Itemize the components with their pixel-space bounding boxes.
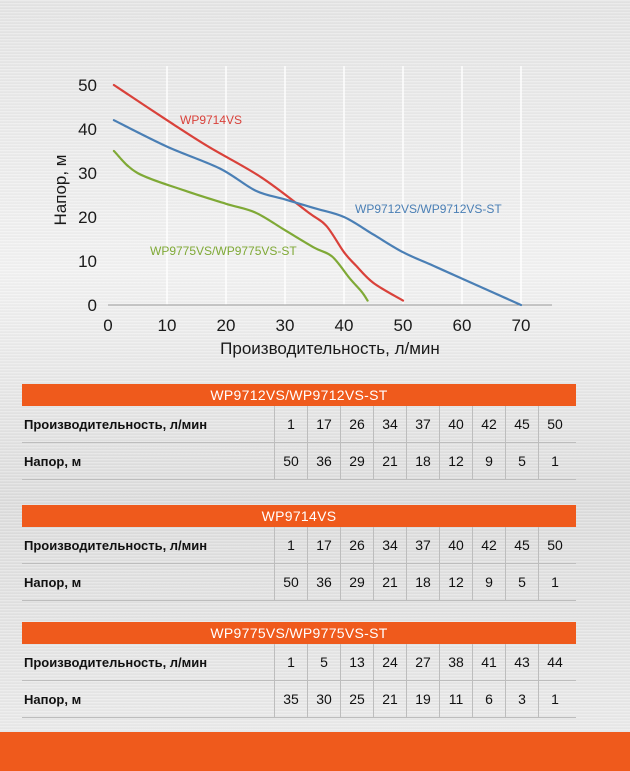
- head-label: Напор, м: [24, 453, 82, 469]
- head-cell: 9: [472, 564, 505, 600]
- head-cell: 29: [340, 564, 373, 600]
- table-wp9775vs: WP9775VS/WP9775VS-ST Производительность,…: [22, 622, 576, 718]
- head-cell: 18: [406, 443, 439, 479]
- head-cell: 36: [307, 564, 340, 600]
- head-label: Напор, м: [24, 691, 82, 707]
- flow-row: Производительность, л/мин 1 17 26 34 37 …: [22, 527, 576, 564]
- x-tick-label: 0: [103, 316, 112, 335]
- series-line-wp9712vs: [112, 119, 523, 307]
- flow-label: Производительность, л/мин: [24, 416, 208, 432]
- head-cell: 5: [505, 564, 538, 600]
- flow-cell: 45: [505, 527, 538, 563]
- table-title: WP9775VS/WP9775VS-ST: [22, 622, 576, 644]
- head-cell: 6: [472, 681, 505, 717]
- flow-row: Производительность, л/мин 1 5 13 24 27 3…: [22, 644, 576, 681]
- flow-label: Производительность, л/мин: [24, 537, 208, 553]
- head-cell: 1: [538, 443, 571, 479]
- flow-cell: 37: [406, 406, 439, 442]
- head-cell: 50: [274, 443, 307, 479]
- table-wp9712vs: WP9712VS/WP9712VS-ST Производительность,…: [22, 384, 576, 480]
- head-cell: 3: [505, 681, 538, 717]
- flow-cell: 40: [439, 527, 472, 563]
- head-row: Напор, м 50 36 29 21 18 12 9 5 1: [22, 564, 576, 601]
- y-tick-label: 30: [78, 164, 97, 183]
- series-label-wp9775vs: WP9775VS/WP9775VS-ST: [150, 244, 297, 258]
- flow-row: Производительность, л/мин 1 17 26 34 37 …: [22, 406, 576, 443]
- y-tick-label: 40: [78, 120, 97, 139]
- flow-cell: 42: [472, 527, 505, 563]
- x-tick-label: 10: [158, 316, 177, 335]
- x-tick-label: 40: [335, 316, 354, 335]
- flow-cell: 26: [340, 406, 373, 442]
- head-cell: 1: [538, 681, 571, 717]
- flow-cell: 50: [538, 406, 571, 442]
- flow-cell: 1: [274, 644, 307, 680]
- flow-cell: 26: [340, 527, 373, 563]
- flow-cell: 17: [307, 406, 340, 442]
- flow-cell: 42: [472, 406, 505, 442]
- head-cell: 30: [307, 681, 340, 717]
- head-row: Напор, м 50 36 29 21 18 12 9 5 1: [22, 443, 576, 480]
- flow-cell: 17: [307, 527, 340, 563]
- table-title: WP9714VS: [22, 505, 576, 527]
- head-cell: 12: [439, 564, 472, 600]
- x-axis-label: Производительность, л/мин: [220, 339, 440, 358]
- head-cell: 19: [406, 681, 439, 717]
- flow-cell: 13: [340, 644, 373, 680]
- flow-cell: 34: [373, 406, 406, 442]
- y-tick-label: 10: [78, 252, 97, 271]
- flow-cell: 1: [274, 406, 307, 442]
- table-title: WP9712VS/WP9712VS-ST: [22, 384, 576, 406]
- flow-cell: 24: [373, 644, 406, 680]
- flow-label: Производительность, л/мин: [24, 654, 208, 670]
- x-tick-label: 20: [217, 316, 236, 335]
- y-axis-label: Напор, м: [51, 155, 70, 226]
- y-tick-label: 50: [78, 76, 97, 95]
- flow-cell: 1: [274, 527, 307, 563]
- head-cell: 12: [439, 443, 472, 479]
- flow-cell: 38: [439, 644, 472, 680]
- flow-cell: 34: [373, 527, 406, 563]
- flow-cell: 41: [472, 644, 505, 680]
- series-line-wp9775vs: [112, 149, 369, 302]
- head-cell: 25: [340, 681, 373, 717]
- head-cell: 11: [439, 681, 472, 717]
- head-cell: 21: [373, 681, 406, 717]
- head-cell: 50: [274, 564, 307, 600]
- flow-cell: 44: [538, 644, 571, 680]
- series-label-wp9712vs: WP9712VS/WP9712VS-ST: [355, 202, 502, 216]
- head-cell: 5: [505, 443, 538, 479]
- head-cell: 36: [307, 443, 340, 479]
- y-tick-label: 20: [78, 208, 97, 227]
- flow-cell: 50: [538, 527, 571, 563]
- flow-cell: 43: [505, 644, 538, 680]
- head-cell: 21: [373, 564, 406, 600]
- head-cell: 18: [406, 564, 439, 600]
- head-cell: 29: [340, 443, 373, 479]
- x-tick-label: 70: [512, 316, 531, 335]
- head-cell: 35: [274, 681, 307, 717]
- flow-cell: 5: [307, 644, 340, 680]
- flow-cell: 40: [439, 406, 472, 442]
- bottom-accent-bar: [0, 732, 630, 771]
- head-row: Напор, м 35 30 25 21 19 11 6 3 1: [22, 681, 576, 718]
- x-tick-label: 60: [453, 316, 472, 335]
- head-cell: 21: [373, 443, 406, 479]
- table-wp9714vs: WP9714VS Производительность, л/мин 1 17 …: [22, 505, 576, 601]
- x-tick-label: 50: [394, 316, 413, 335]
- flow-cell: 45: [505, 406, 538, 442]
- head-cell: 9: [472, 443, 505, 479]
- series-line-wp9714vs: [112, 83, 405, 302]
- flow-cell: 27: [406, 644, 439, 680]
- head-cell: 1: [538, 564, 571, 600]
- flow-cell: 37: [406, 527, 439, 563]
- series-label-wp9714vs: WP9714VS: [180, 113, 242, 127]
- head-label: Напор, м: [24, 574, 82, 590]
- pump-curve-chart: 0 10 20 30 40 50 60 70 0 10 20 30 40 50 Производительн…: [51, 66, 552, 358]
- x-tick-label: 30: [276, 316, 295, 335]
- y-tick-label: 0: [88, 296, 97, 315]
